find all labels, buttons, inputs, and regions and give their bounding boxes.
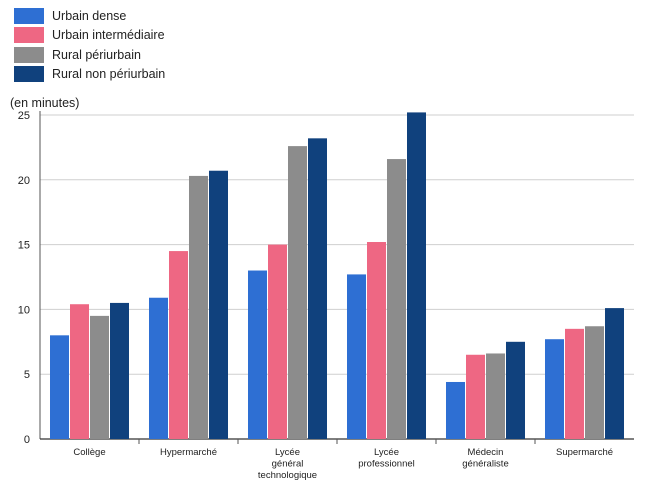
legend-swatch <box>14 66 44 83</box>
bar <box>367 242 386 439</box>
x-tick-label: Supermarché <box>556 447 613 458</box>
bar <box>110 302 129 439</box>
x-tick-label: Collège <box>73 447 105 458</box>
bar <box>308 138 327 439</box>
bar <box>585 326 604 439</box>
bar <box>288 146 307 439</box>
x-tick-label: Médecin <box>468 447 504 458</box>
bar <box>347 274 366 439</box>
x-tick-label: Lycée <box>275 447 300 458</box>
bar <box>169 251 188 439</box>
bar <box>506 341 525 439</box>
bar <box>149 297 168 439</box>
legend-label: Urbain intermédiaire <box>52 28 165 43</box>
x-tick-label: professionnel <box>358 459 415 470</box>
y-tick-label: 25 <box>18 110 30 122</box>
bar <box>189 175 208 440</box>
legend-swatch <box>14 46 44 63</box>
y-tick-label: 20 <box>18 175 30 187</box>
bar <box>268 244 287 439</box>
bar <box>407 112 426 440</box>
bar <box>209 170 228 439</box>
bar <box>466 354 485 439</box>
bar <box>90 315 109 439</box>
legend-label: Rural périurbain <box>52 47 141 62</box>
bar <box>486 353 505 439</box>
y-tick-label: 5 <box>24 369 30 381</box>
bar <box>565 328 584 439</box>
legend-label: Urbain dense <box>52 8 127 23</box>
bar <box>387 159 406 439</box>
legend-item: Urbain dense <box>14 6 165 26</box>
bar <box>248 270 267 439</box>
legend: Urbain dense Urbain intermédiaire Rural pé… <box>14 6 165 84</box>
legend-item: Rural périurbain <box>14 45 165 65</box>
legend-swatch <box>14 27 44 44</box>
bar <box>70 304 89 439</box>
bar <box>605 308 624 439</box>
x-tick-label: technologique <box>258 470 317 481</box>
y-tick-label: 0 <box>24 434 30 446</box>
bar <box>50 335 69 439</box>
legend-item: Rural non périurbain <box>14 65 165 85</box>
bar <box>446 381 465 439</box>
y-tick-label: 15 <box>18 240 30 252</box>
bar <box>545 339 564 439</box>
x-tick-label: généraliste <box>462 459 508 470</box>
y-tick-label: 10 <box>18 304 30 316</box>
legend-swatch <box>14 7 44 24</box>
y-axis-label: (en minutes) <box>10 96 80 110</box>
legend-label: Rural non périurbain <box>52 67 166 82</box>
x-tick-label: général <box>272 459 304 470</box>
x-tick-label: Lycée <box>374 447 399 458</box>
legend-item: Urbain intermédiaire <box>14 26 165 46</box>
x-tick-label: Hypermarché <box>160 447 217 458</box>
